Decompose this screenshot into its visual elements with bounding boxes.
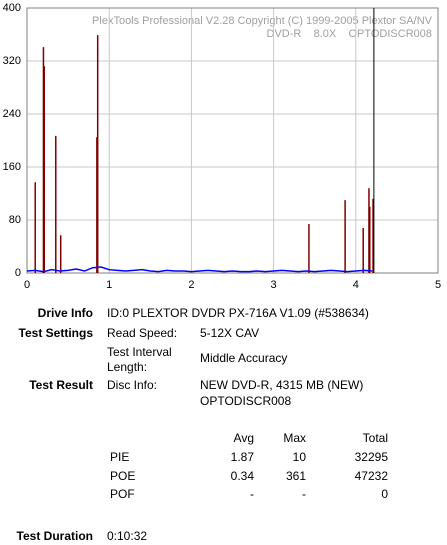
cell: 361 bbox=[285, 468, 306, 483]
label: Test Interval bbox=[107, 345, 172, 359]
y-tick-label: 160 bbox=[3, 161, 21, 173]
x-tick-label: 5 bbox=[435, 279, 441, 291]
value: Middle Accuracy bbox=[200, 351, 288, 365]
label: Length: bbox=[107, 360, 148, 374]
label: Test Duration bbox=[16, 529, 93, 543]
label: Test Settings bbox=[18, 326, 93, 340]
row-label: PIE bbox=[110, 450, 130, 464]
cell: 32295 bbox=[354, 450, 388, 464]
label: Drive Info bbox=[37, 306, 93, 320]
value: ID:0 PLEXTOR DVDR PX-716A V1.09 (#538634… bbox=[107, 306, 369, 320]
cell: - bbox=[250, 487, 254, 501]
label: Disc Info: bbox=[107, 378, 158, 392]
row-label: POF bbox=[110, 487, 135, 501]
value: 0:10:32 bbox=[107, 529, 148, 543]
y-tick-label: 0 bbox=[15, 267, 21, 279]
cell: - bbox=[302, 487, 306, 501]
chart-title: PlexTools Professional V2.28 Copyright (… bbox=[92, 15, 433, 27]
cell: 47232 bbox=[354, 468, 388, 483]
column-header: Total bbox=[362, 431, 388, 445]
x-tick-label: 0 bbox=[24, 279, 30, 291]
value: OPTODISCR008 bbox=[200, 394, 292, 408]
row-label: POE bbox=[110, 468, 136, 483]
cell: 0.34 bbox=[230, 468, 254, 483]
y-tick-label: 320 bbox=[3, 55, 21, 67]
value: NEW DVD-R, 4315 MB (NEW) bbox=[200, 378, 364, 392]
cell: 0 bbox=[381, 487, 388, 501]
cell: 1.87 bbox=[230, 450, 254, 464]
y-tick-label: 80 bbox=[9, 214, 21, 226]
column-header: Avg bbox=[233, 431, 254, 445]
y-tick-label: 400 bbox=[3, 2, 21, 14]
plot-border bbox=[26, 7, 439, 274]
x-tick-label: 1 bbox=[106, 279, 112, 291]
y-tick-label: 240 bbox=[3, 108, 21, 120]
value: 5-12X CAV bbox=[200, 326, 260, 340]
label: Read Speed: bbox=[107, 326, 178, 340]
x-tick-label: 4 bbox=[353, 279, 359, 291]
chart: PlexTools Professional V2.28 Copyright (… bbox=[3, 2, 441, 291]
chart-subtitle: DVD-R 8.0X OPTODISCR008 bbox=[267, 28, 432, 40]
series-line bbox=[26, 266, 373, 273]
x-tick-label: 2 bbox=[188, 279, 194, 291]
x-tick-label: 3 bbox=[271, 279, 277, 291]
label: Test Result bbox=[29, 378, 93, 392]
cell: 10 bbox=[292, 450, 306, 464]
column-header: Max bbox=[283, 431, 306, 445]
